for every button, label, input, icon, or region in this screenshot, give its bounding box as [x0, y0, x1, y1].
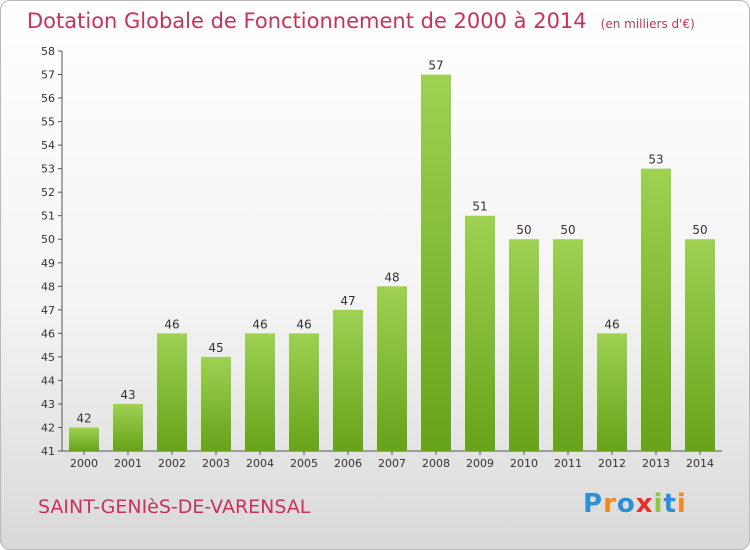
proxiti-logo: Proxiti: [583, 489, 687, 519]
logo-letter: o: [616, 489, 636, 519]
logo-letter: i: [676, 489, 687, 519]
logo-letter: t: [663, 489, 677, 519]
y-tick-label: 51: [41, 210, 55, 223]
logo-letter: x: [635, 489, 654, 519]
x-tick-label: 2011: [554, 457, 582, 470]
unit-label: (en milliers d'€): [600, 17, 695, 31]
x-tick-label: 2012: [598, 457, 626, 470]
data-label: 47: [340, 294, 355, 308]
y-tick-label: 45: [41, 351, 55, 364]
data-label: 50: [516, 223, 531, 237]
y-tick-label: 41: [41, 445, 55, 458]
chart-title: Dotation Globale de Fonctionnement de 20…: [27, 9, 695, 33]
x-tick-label: 2006: [334, 457, 362, 470]
title-text: Dotation Globale de Fonctionnement de 20…: [27, 9, 587, 33]
y-tick-label: 52: [41, 186, 55, 199]
bar-2007: [377, 286, 407, 451]
bar-2008: [421, 74, 451, 451]
data-label: 46: [164, 317, 179, 331]
y-tick-label: 55: [41, 116, 55, 129]
y-tick-label: 56: [41, 92, 55, 105]
logo-letter: r: [603, 489, 617, 519]
y-tick-label: 50: [41, 233, 55, 246]
data-label: 42: [76, 411, 91, 425]
bar-2006: [333, 309, 363, 451]
bar-2005: [289, 333, 319, 451]
y-tick-label: 46: [41, 327, 55, 340]
data-label: 53: [648, 153, 663, 167]
bar-2011: [553, 239, 583, 451]
bar-2009: [465, 215, 495, 451]
bar-2010: [509, 239, 539, 451]
bar-2004: [245, 333, 275, 451]
x-tick-label: 2008: [422, 457, 450, 470]
data-label: 51: [472, 200, 487, 214]
x-tick-label: 2014: [686, 457, 714, 470]
commune-name: SAINT-GENIèS-DE-VARENSAL: [38, 496, 311, 518]
x-tick-label: 2000: [70, 457, 98, 470]
y-tick-label: 53: [41, 163, 55, 176]
y-tick-label: 48: [41, 280, 55, 293]
data-label: 43: [120, 388, 135, 402]
y-tick-label: 57: [41, 69, 55, 82]
bar-2000: [69, 427, 99, 451]
bar-2002: [157, 333, 187, 451]
logo-letter: i: [653, 489, 664, 519]
data-label: 57: [428, 59, 443, 73]
data-label: 46: [604, 317, 619, 331]
x-tick-label: 2002: [158, 457, 186, 470]
x-tick-label: 2005: [290, 457, 318, 470]
y-tick-label: 54: [41, 139, 55, 152]
data-label: 45: [208, 341, 223, 355]
y-tick-label: 42: [41, 421, 55, 434]
bar-2012: [597, 333, 627, 451]
x-tick-label: 2004: [246, 457, 274, 470]
bar-2014: [685, 239, 715, 451]
y-tick-label: 44: [41, 374, 55, 387]
y-tick-label: 47: [41, 304, 55, 317]
x-tick-label: 2003: [202, 457, 230, 470]
bar-2003: [201, 356, 231, 451]
data-label: 46: [296, 317, 311, 331]
y-tick-label: 58: [41, 45, 55, 58]
bar-2001: [113, 403, 143, 451]
data-label: 50: [560, 223, 575, 237]
x-tick-label: 2009: [466, 457, 494, 470]
logo-letter: P: [583, 489, 604, 519]
data-label: 46: [252, 317, 267, 331]
x-tick-label: 2013: [642, 457, 670, 470]
x-tick-label: 2010: [510, 457, 538, 470]
x-tick-label: 2001: [114, 457, 142, 470]
x-tick-label: 2007: [378, 457, 406, 470]
y-tick-label: 49: [41, 257, 55, 270]
y-tick-label: 43: [41, 398, 55, 411]
bar-2013: [641, 168, 671, 451]
data-label: 48: [384, 270, 399, 284]
data-label: 50: [692, 223, 707, 237]
